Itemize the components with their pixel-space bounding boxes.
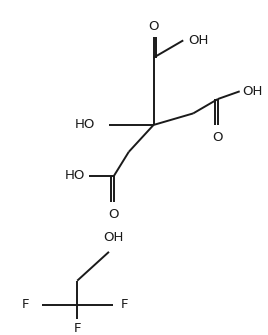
Text: OH: OH bbox=[243, 85, 263, 98]
Text: F: F bbox=[73, 322, 81, 335]
Text: OH: OH bbox=[104, 231, 124, 244]
Text: HO: HO bbox=[75, 119, 95, 131]
Text: OH: OH bbox=[188, 34, 209, 47]
Text: HO: HO bbox=[65, 170, 85, 182]
Text: F: F bbox=[22, 298, 30, 311]
Text: O: O bbox=[148, 20, 159, 34]
Text: F: F bbox=[121, 298, 128, 311]
Text: O: O bbox=[213, 131, 223, 144]
Text: O: O bbox=[109, 208, 119, 221]
